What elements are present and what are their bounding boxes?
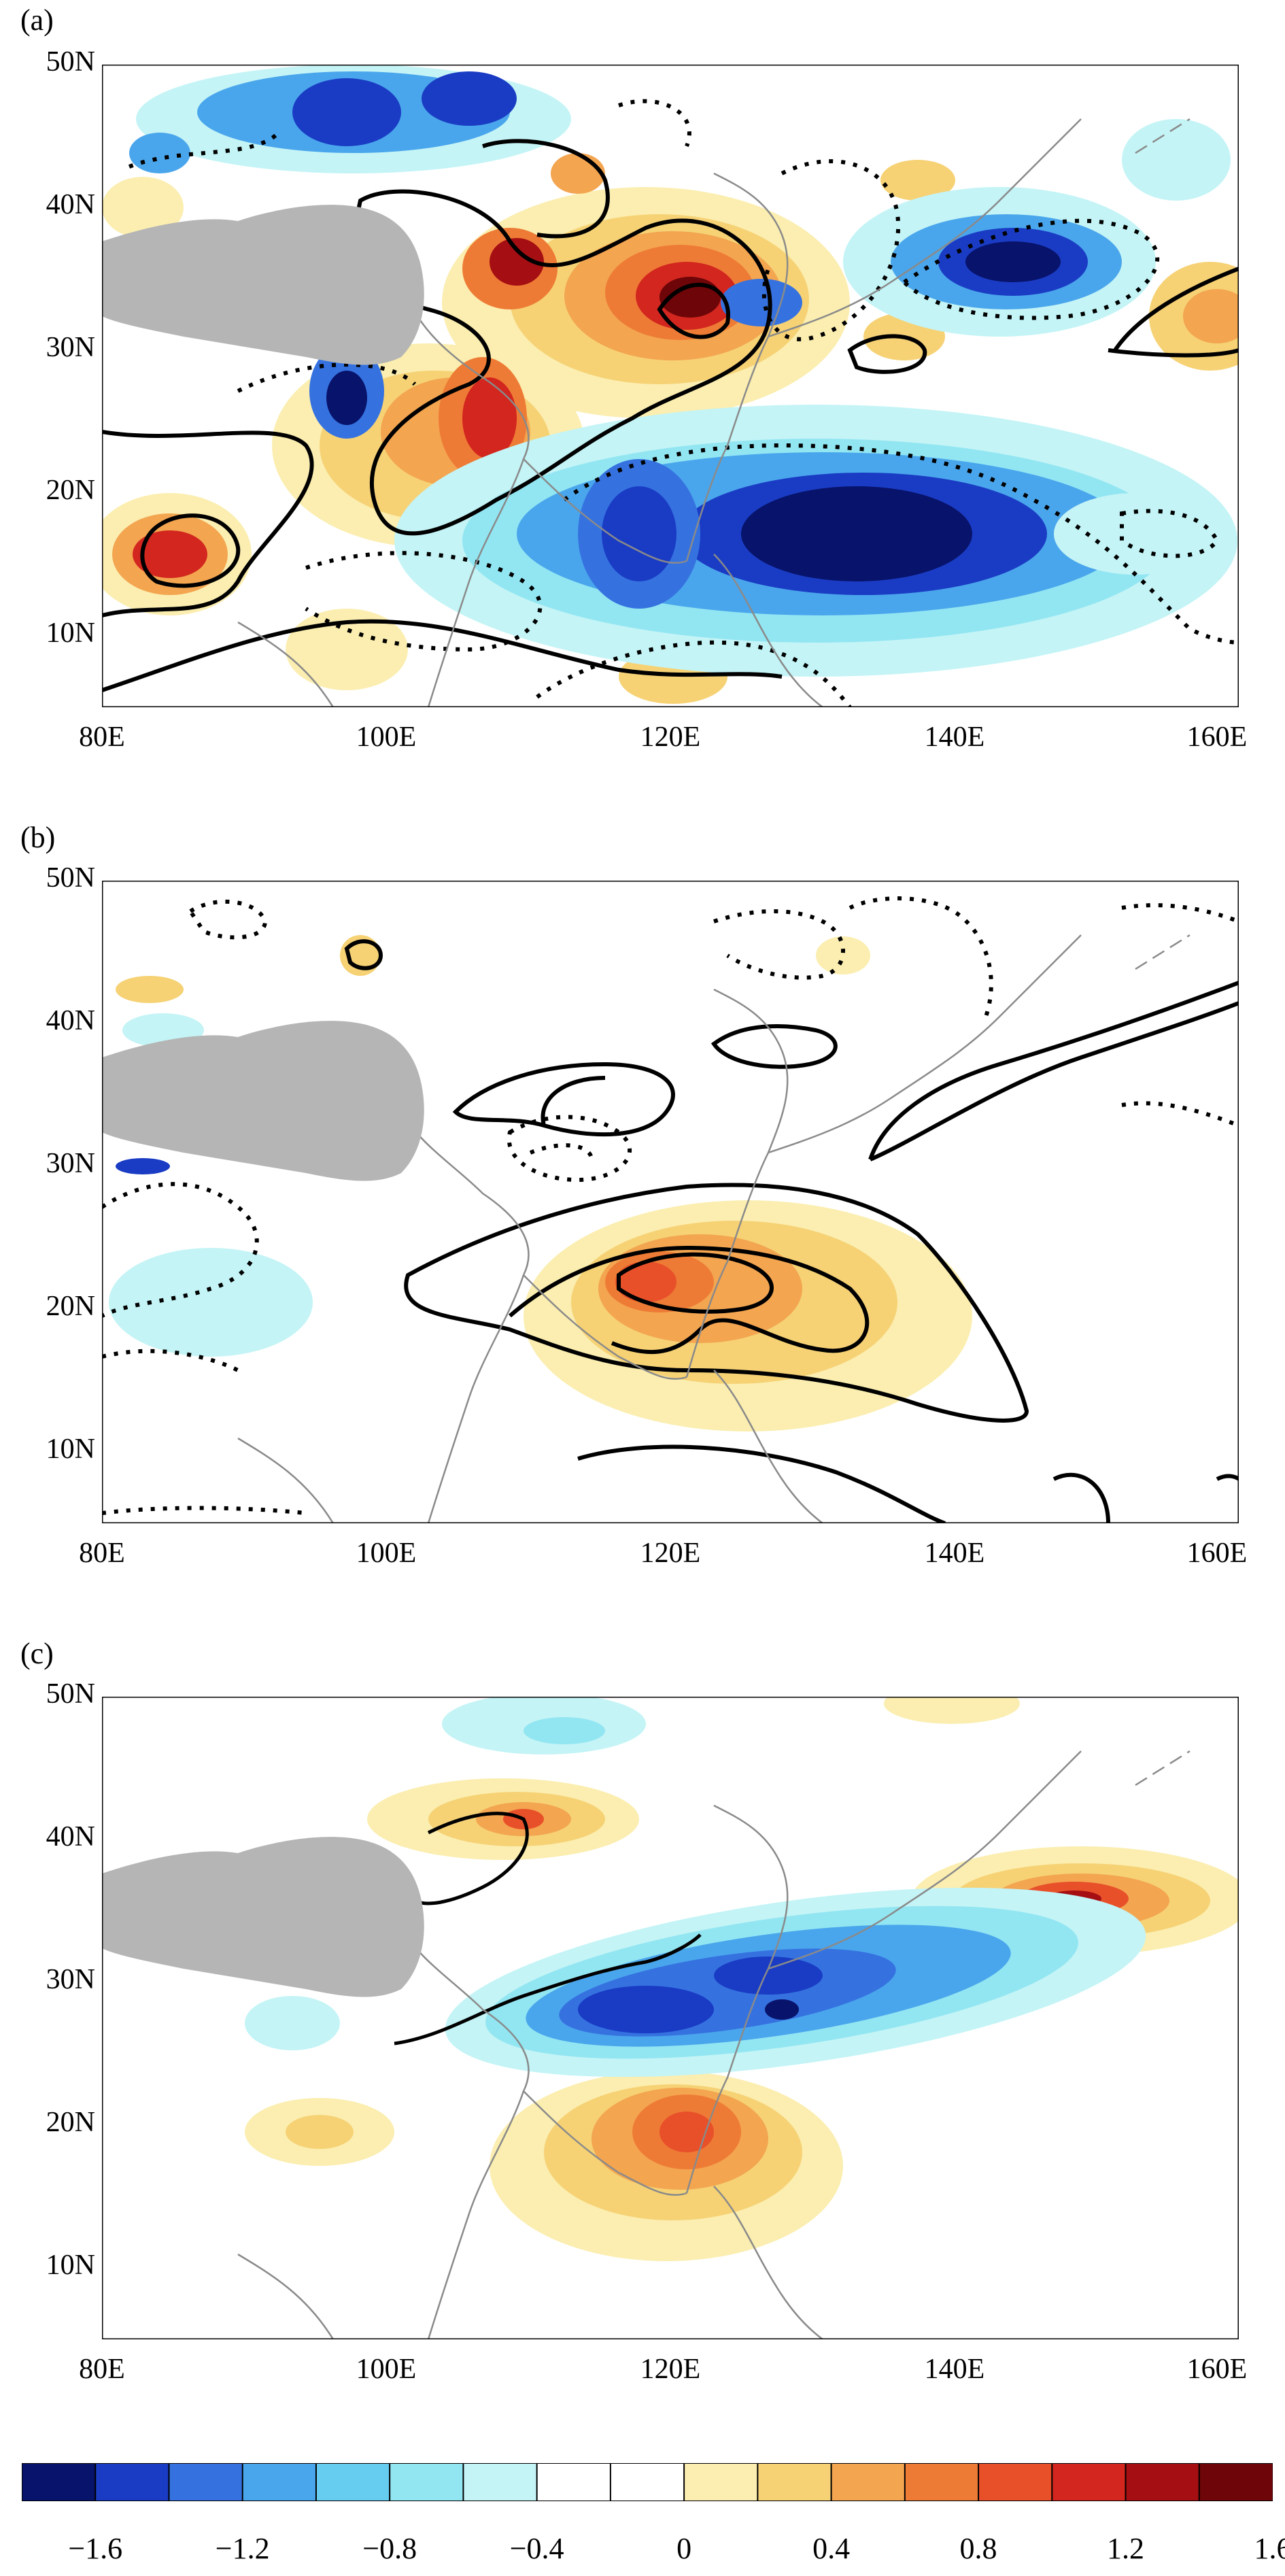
panel-c-label: (c) (20, 1637, 54, 1670)
colorbar-swatch (830, 2462, 906, 2502)
panel-a-contours (102, 139, 1239, 692)
panel-b-lon-120e: 120E (640, 1538, 701, 1569)
panel-a-lat-20n: 20N (46, 475, 95, 506)
colorbar-swatch (168, 2462, 244, 2502)
panel-a-land-mask (102, 205, 424, 365)
panel-c-lat-30n: 30N (46, 1964, 95, 1995)
colorbar-swatch (904, 2462, 980, 2502)
panel-b-coastline (237, 934, 1190, 1523)
colorbar-swatch (389, 2462, 464, 2502)
panel-c-lon-120e: 120E (640, 2354, 701, 2385)
colorbar-swatch (462, 2462, 538, 2502)
panel-b-lat-20n: 20N (46, 1291, 95, 1322)
panel-c-lon-160e: 160E (1186, 2354, 1248, 2385)
panel-b-label: (b) (20, 821, 56, 854)
panel-a-coastline (237, 118, 1190, 707)
panel-b-lat-10n: 10N (46, 1434, 95, 1465)
colorbar-tick-label: 0.8 (959, 2532, 997, 2565)
colorbar-swatch (978, 2462, 1053, 2502)
colorbar-tick-label: 0 (676, 2532, 692, 2565)
panel-b-lon-160e: 160E (1186, 1538, 1248, 1569)
colorbar-swatch (609, 2462, 685, 2502)
panel-c-land-mask (102, 1837, 424, 1997)
panel-b-lon-100e: 100E (356, 1538, 417, 1569)
panel-b-lat-50n: 50N (46, 862, 95, 894)
colorbar-tick-label: −1.2 (215, 2532, 270, 2565)
panel-c-lat-20n: 20N (46, 2107, 95, 2138)
panel-b-lon-80e: 80E (79, 1538, 125, 1569)
panel-c-contours (394, 1812, 702, 2046)
panel-b-land-mask (102, 1021, 424, 1181)
colorbar-swatch (95, 2462, 170, 2502)
panel-c-negative-anomalies (245, 1697, 1146, 2078)
colorbar-swatch (757, 2462, 833, 2502)
colorbar-swatch (21, 2462, 97, 2502)
panel-a-lon-120e: 120E (640, 722, 701, 753)
panel-a-label: (a) (20, 3, 54, 37)
colorbar-tick-label: 1.6 (1254, 2532, 1285, 2565)
panel-a-lon-100e: 100E (356, 722, 417, 753)
colorbar-swatches (21, 2462, 1274, 2502)
panel-b-contours (344, 939, 1239, 1523)
colorbar-swatch (315, 2462, 391, 2502)
panel-b-map (102, 881, 1239, 1523)
panel-a-lat-10n: 10N (46, 617, 95, 649)
colorbar-tick-label: −0.4 (509, 2532, 564, 2565)
panel-b-lat-30n: 30N (46, 1148, 95, 1179)
colorbar-tick-label: 1.2 (1107, 2532, 1145, 2565)
panel-a-lat-40n: 40N (46, 189, 95, 220)
colorbar (21, 2462, 1274, 2502)
panel-c-lon-100e: 100E (356, 2354, 417, 2385)
panel-a-dashed-contours (128, 99, 1239, 707)
colorbar-swatch (241, 2462, 318, 2502)
colorbar-swatch (1051, 2462, 1127, 2502)
panel-c-lon-140e: 140E (924, 2354, 985, 2385)
panel-a-lat-30n: 30N (46, 332, 95, 363)
colorbar-swatch (536, 2462, 612, 2502)
panel-b-dashed-contours (102, 896, 1239, 1515)
panel-b-lat-40n: 40N (46, 1005, 95, 1036)
panel-c-lon-80e: 80E (79, 2354, 125, 2385)
colorbar-swatch (1125, 2462, 1201, 2502)
panel-a-lat-50n: 50N (46, 46, 95, 78)
colorbar-swatch (1198, 2462, 1274, 2502)
panel-c-map (102, 1697, 1239, 2339)
panel-a-negative-anomalies (129, 65, 1237, 677)
panel-c-lat-50n: 50N (46, 1678, 95, 1710)
colorbar-tick-label: −0.8 (362, 2532, 417, 2565)
panel-c-lat-10n: 10N (46, 2250, 95, 2281)
panel-a-lon-140e: 140E (924, 722, 985, 753)
colorbar-swatch (683, 2462, 759, 2502)
panel-a-lon-160e: 160E (1186, 722, 1248, 753)
panel-a-map (102, 65, 1239, 707)
colorbar-tick-label: −1.6 (68, 2532, 123, 2565)
panel-b-lon-140e: 140E (924, 1538, 985, 1569)
panel-c-lat-40n: 40N (46, 1821, 95, 1852)
colorbar-tick-label: 0.4 (812, 2532, 851, 2565)
panel-c-coastline (237, 1750, 1190, 2339)
panel-a-lon-80e: 80E (79, 722, 125, 753)
